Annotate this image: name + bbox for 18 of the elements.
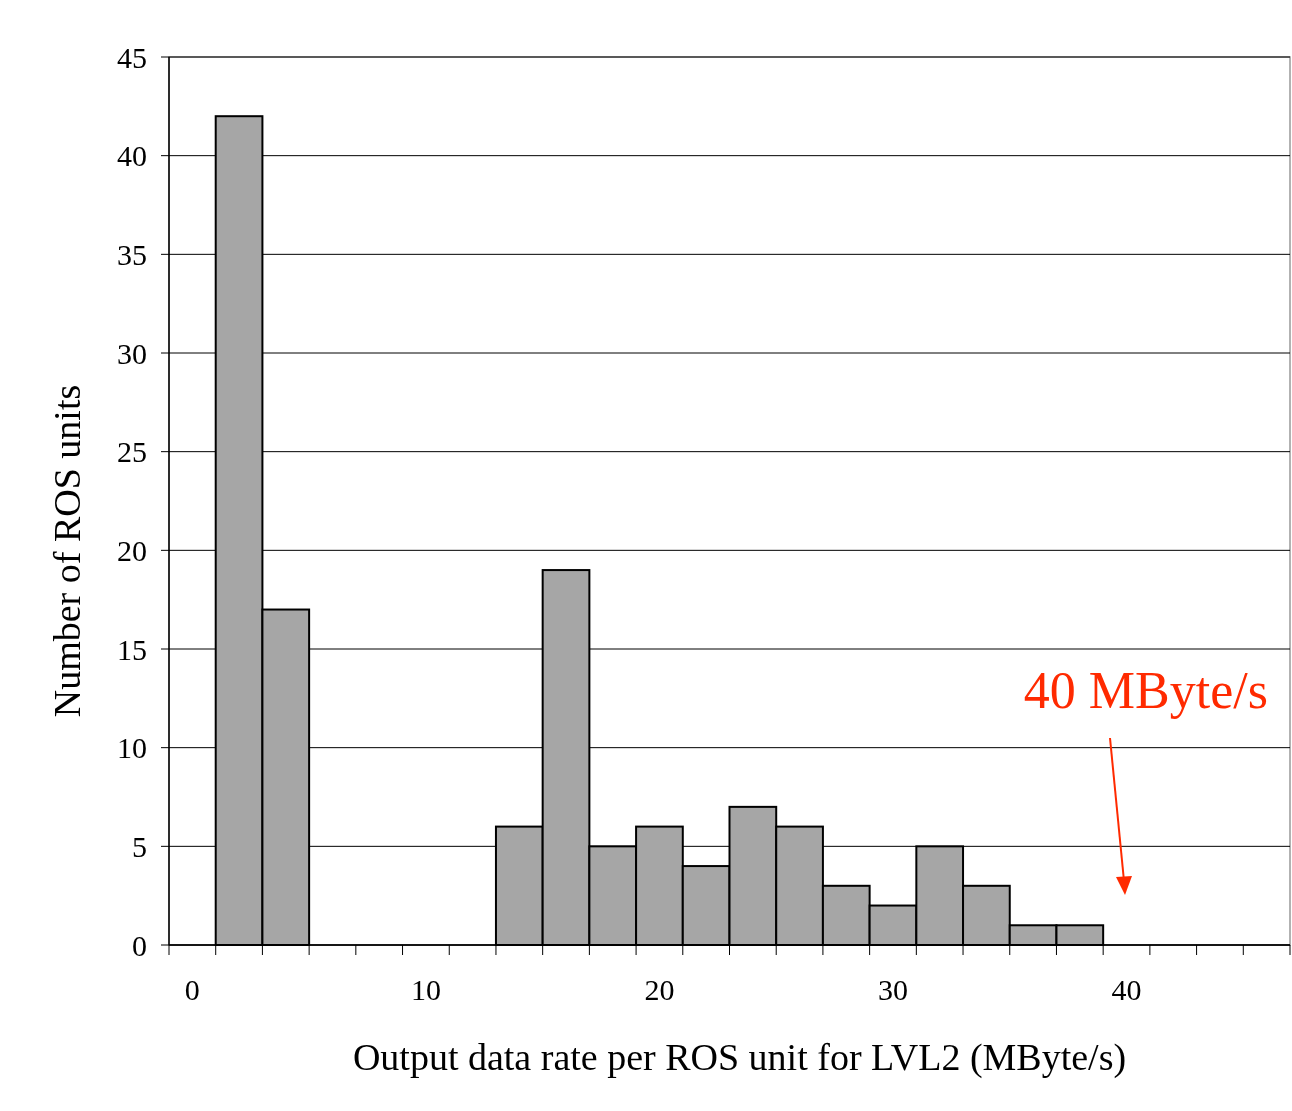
- x-tick-label: 20: [644, 973, 675, 1006]
- x-tick-label: 10: [410, 973, 441, 1006]
- y-tick-label: 0: [132, 928, 147, 962]
- y-tick-label: 15: [117, 632, 147, 666]
- y-tick-label: 10: [117, 731, 147, 765]
- x-tick-label: 30: [877, 973, 908, 1006]
- y-tick-label: 35: [117, 237, 147, 271]
- y-tick-label: 5: [132, 829, 147, 863]
- x-tick-label: 40: [1111, 973, 1142, 1006]
- x-tick-label: 0: [184, 973, 200, 1006]
- x-axis-title: Output data rate per ROS unit for LVL2 (MByte/s): [352, 1036, 1127, 1079]
- y-tick-label: 45: [117, 40, 147, 74]
- y-tick-label: 20: [117, 533, 147, 567]
- y-tick-label: 30: [117, 336, 147, 370]
- annotation: 40 MByte/s: [1023, 662, 1268, 719]
- y-tick-label: 40: [117, 139, 147, 173]
- y-axis-title: Number of ROS units: [46, 384, 88, 718]
- y-tick-label: 25: [117, 435, 147, 469]
